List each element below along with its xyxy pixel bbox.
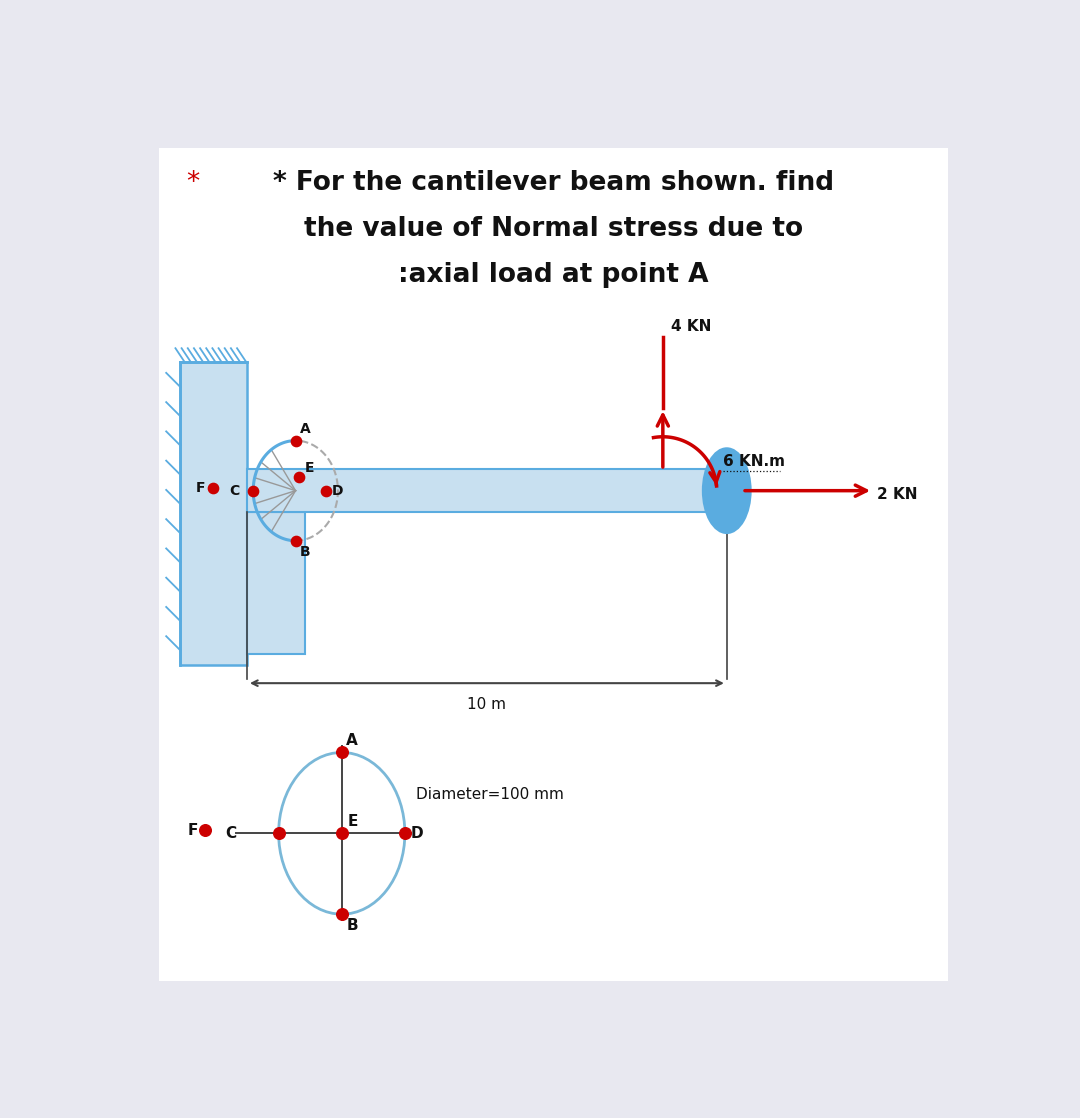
- Text: 10 m: 10 m: [468, 697, 507, 712]
- Text: F: F: [195, 482, 205, 495]
- Text: * For the cantilever beam shown. find: * For the cantilever beam shown. find: [273, 170, 834, 196]
- Text: C: C: [229, 484, 240, 498]
- Text: F: F: [188, 823, 198, 837]
- Text: A: A: [347, 732, 359, 748]
- Point: [244, 482, 261, 500]
- Point: [197, 822, 214, 840]
- Bar: [247, 470, 727, 512]
- Point: [270, 824, 287, 842]
- Text: Diameter=100 mm: Diameter=100 mm: [417, 787, 565, 803]
- Text: B: B: [299, 546, 310, 559]
- Text: D: D: [332, 484, 343, 498]
- Point: [291, 467, 308, 485]
- Point: [333, 824, 350, 842]
- FancyBboxPatch shape: [159, 148, 948, 982]
- Text: :axial load at point A: :axial load at point A: [399, 262, 708, 288]
- Point: [287, 432, 305, 449]
- Text: E: E: [348, 814, 359, 828]
- Ellipse shape: [703, 448, 751, 533]
- Point: [333, 743, 350, 761]
- Text: 6 KN.m: 6 KN.m: [723, 454, 785, 468]
- Text: A: A: [300, 421, 311, 436]
- Bar: [247, 512, 305, 654]
- Point: [333, 906, 350, 923]
- Text: D: D: [411, 826, 423, 841]
- Point: [204, 480, 221, 498]
- Point: [396, 824, 414, 842]
- Point: [318, 482, 335, 500]
- Text: *: *: [187, 170, 200, 196]
- Text: 2 KN: 2 KN: [877, 487, 917, 502]
- Text: C: C: [225, 826, 237, 841]
- Point: [287, 532, 305, 550]
- Bar: [180, 362, 247, 665]
- Text: B: B: [347, 918, 357, 932]
- Text: E: E: [305, 462, 314, 475]
- Text: the value of Normal stress due to: the value of Normal stress due to: [303, 216, 804, 241]
- Text: 4 KN: 4 KN: [671, 320, 711, 334]
